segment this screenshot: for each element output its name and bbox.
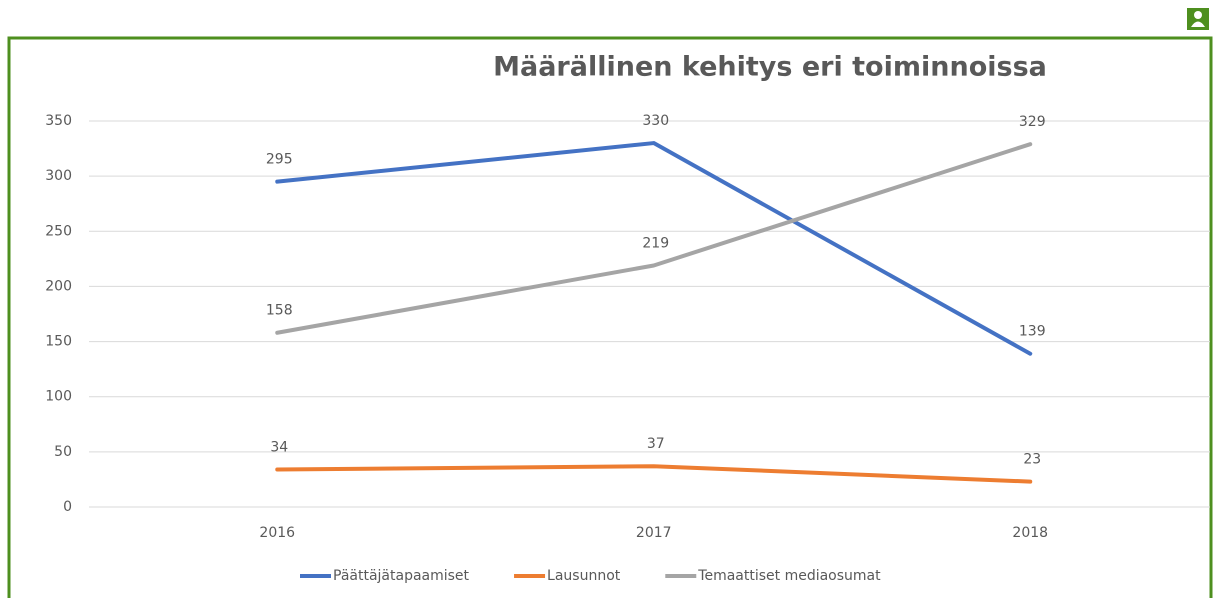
data-label: 330: [642, 113, 669, 129]
y-tick-label: 250: [45, 223, 72, 239]
legend-label: Temaattiset mediaosumat: [697, 568, 881, 584]
y-tick-label: 200: [45, 278, 72, 294]
data-label: 34: [270, 440, 288, 456]
data-label: 37: [647, 436, 665, 452]
x-tick-label: 2016: [259, 525, 295, 541]
frame: [7, 36, 1213, 598]
data-label: 219: [642, 235, 669, 251]
series-line: [275, 142, 1033, 335]
data-label: 329: [1019, 114, 1046, 130]
y-tick-label: 50: [54, 444, 72, 460]
y-tick-label: 100: [45, 389, 72, 405]
user-icon[interactable]: [1187, 8, 1209, 30]
legend-label: Päättäjätapaamiset: [333, 568, 470, 584]
legend-label: Lausunnot: [547, 568, 621, 584]
y-tick-label: 0: [63, 499, 72, 515]
y-tick-label: 350: [45, 113, 72, 129]
y-tick-label: 150: [45, 334, 72, 350]
x-tick-label: 2018: [1012, 525, 1048, 541]
data-label: 158: [266, 303, 293, 319]
chart-title: Määrällinen kehitys eri toiminnoissa: [493, 52, 1047, 83]
y-tick-label: 300: [45, 168, 72, 184]
series-line: [275, 464, 1033, 484]
x-tick-label: 2017: [636, 525, 672, 541]
series-line: [275, 141, 1033, 356]
data-label: 139: [1019, 324, 1046, 340]
data-label: 23: [1023, 452, 1041, 468]
data-label: 295: [266, 152, 293, 168]
